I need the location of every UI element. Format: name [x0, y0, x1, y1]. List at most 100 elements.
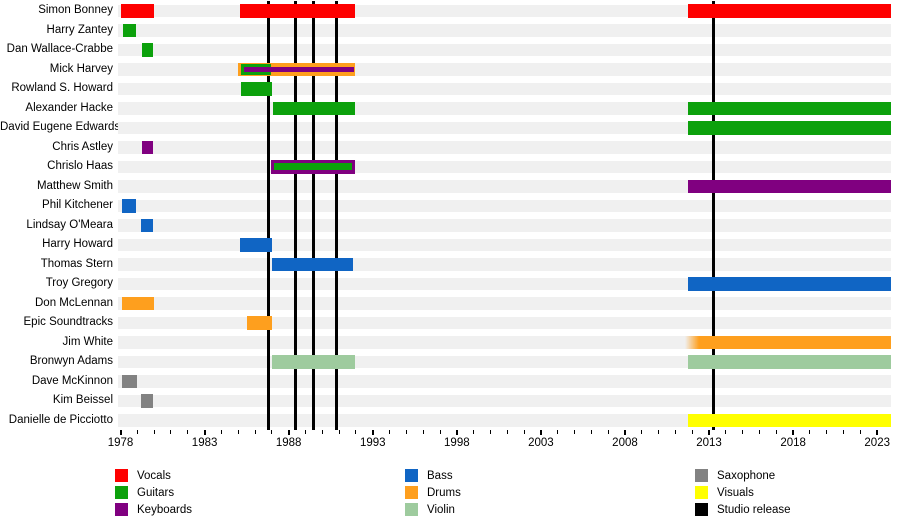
x-axis-label: 1978: [107, 437, 134, 449]
studio-release-line: [311, 1, 315, 430]
legend-swatch-saxophone: [695, 469, 708, 483]
member-label: Thomas Stern: [40, 257, 113, 270]
legend-label: Studio release: [717, 503, 791, 516]
minor-tick: [254, 430, 256, 434]
legend-item-bass: Bass: [405, 467, 453, 483]
minor-tick: [691, 430, 693, 434]
row-stripe: [118, 24, 891, 37]
major-tick: [792, 430, 795, 435]
minor-tick: [725, 430, 727, 434]
minor-tick: [170, 430, 172, 434]
major-tick: [371, 430, 374, 435]
row-stripe: [118, 394, 891, 407]
minor-tick: [523, 430, 525, 434]
bar-guitars: [688, 121, 891, 135]
studio-release-line: [334, 1, 338, 430]
member-label: Alexander Hacke: [25, 101, 113, 114]
x-axis-label: 2018: [780, 437, 806, 449]
bar-guitars: [122, 23, 136, 37]
member-label: Lindsay O'Meara: [26, 218, 113, 231]
bar-guitars: [688, 101, 891, 115]
legend-item-saxophone: Saxophone: [695, 467, 775, 483]
bar-bass: [239, 238, 272, 252]
x-axis-label: 1998: [444, 437, 470, 449]
legend-label: Violin: [427, 503, 455, 516]
major-tick: [455, 430, 458, 435]
legend-item-vocals: Vocals: [115, 467, 171, 483]
member-label: Phil Kitchener: [42, 199, 113, 211]
member-label: Kim Beissel: [52, 394, 113, 406]
minor-tick: [742, 430, 744, 434]
member-label: Danielle de Picciotto: [8, 413, 113, 426]
minor-tick: [439, 430, 441, 434]
minor-tick: [355, 430, 357, 434]
minor-tick: [389, 430, 391, 434]
row-stripe: [118, 297, 891, 310]
legend-label: Vocals: [137, 469, 171, 482]
member-label: Troy Gregory: [45, 277, 113, 289]
legend-swatch-vocals: [115, 469, 128, 483]
legend-item-drums: Drums: [405, 484, 461, 500]
x-axis-label: 1983: [191, 437, 218, 449]
bar-bass: [271, 257, 354, 271]
minor-tick: [506, 430, 508, 434]
bar-drums: [246, 316, 272, 330]
bar-vocals: [120, 4, 155, 18]
bar-guitars: [141, 43, 154, 57]
member-label: Simon Bonney: [38, 4, 113, 16]
member-label: Epic Soundtracks: [23, 316, 114, 328]
x-axis-label: 2013: [696, 437, 722, 449]
minor-tick: [321, 430, 323, 434]
minor-tick: [271, 430, 273, 434]
minor-tick: [641, 430, 643, 434]
legend-item-guitars: Guitars: [115, 484, 175, 500]
minor-tick: [489, 430, 491, 434]
bar-bass: [140, 218, 154, 232]
legend-label: Keyboards: [137, 503, 192, 516]
bar-violin: [271, 355, 356, 369]
minor-tick: [304, 430, 306, 434]
x-axis-label: 1988: [275, 437, 302, 449]
row-stripe: [118, 82, 891, 95]
minor-tick: [759, 430, 760, 434]
member-label: David Eugene Edwards: [0, 121, 121, 133]
member-label: Mick Harvey: [49, 62, 113, 75]
minor-tick: [658, 430, 660, 434]
x-axis-label: 2023: [864, 437, 890, 449]
member-label: Chrislo Haas: [47, 160, 113, 172]
minor-tick: [607, 430, 609, 434]
bar-keyboards: [244, 67, 355, 72]
member-label: Don McLennan: [35, 296, 113, 309]
member-label: Harry Howard: [42, 238, 113, 250]
bar-bass: [688, 277, 891, 291]
studio-release-line: [266, 1, 270, 430]
member-label: Bronwyn Adams: [29, 355, 113, 367]
minor-tick: [220, 430, 222, 434]
legend-label: Guitars: [137, 486, 175, 499]
bar-vocals: [239, 4, 356, 18]
bar-guitars: [273, 163, 353, 171]
member-label: Dan Wallace-Crabbe: [6, 43, 113, 55]
minor-tick: [237, 430, 239, 434]
member-label: Matthew Smith: [36, 179, 113, 192]
bar-saxophone: [122, 374, 138, 388]
member-label: Jim White: [62, 335, 113, 348]
bar-saxophone: [140, 394, 154, 408]
minor-tick: [405, 430, 407, 434]
major-tick: [203, 430, 206, 435]
major-tick: [708, 430, 711, 435]
minor-tick: [590, 430, 592, 434]
bar-violin: [688, 355, 891, 369]
member-label: Harry Zantey: [46, 23, 113, 36]
studio-release-line: [711, 1, 715, 430]
minor-tick: [674, 430, 676, 434]
bar-keyboards: [688, 179, 891, 193]
legend-label: Drums: [427, 486, 461, 499]
studio-release-line: [293, 1, 297, 430]
minor-tick: [187, 430, 189, 434]
row-stripe: [118, 160, 891, 173]
legend-swatch-visuals: [695, 486, 708, 500]
row-stripe: [118, 63, 891, 76]
row-stripe: [118, 141, 891, 154]
legend-label: Visuals: [717, 486, 754, 499]
